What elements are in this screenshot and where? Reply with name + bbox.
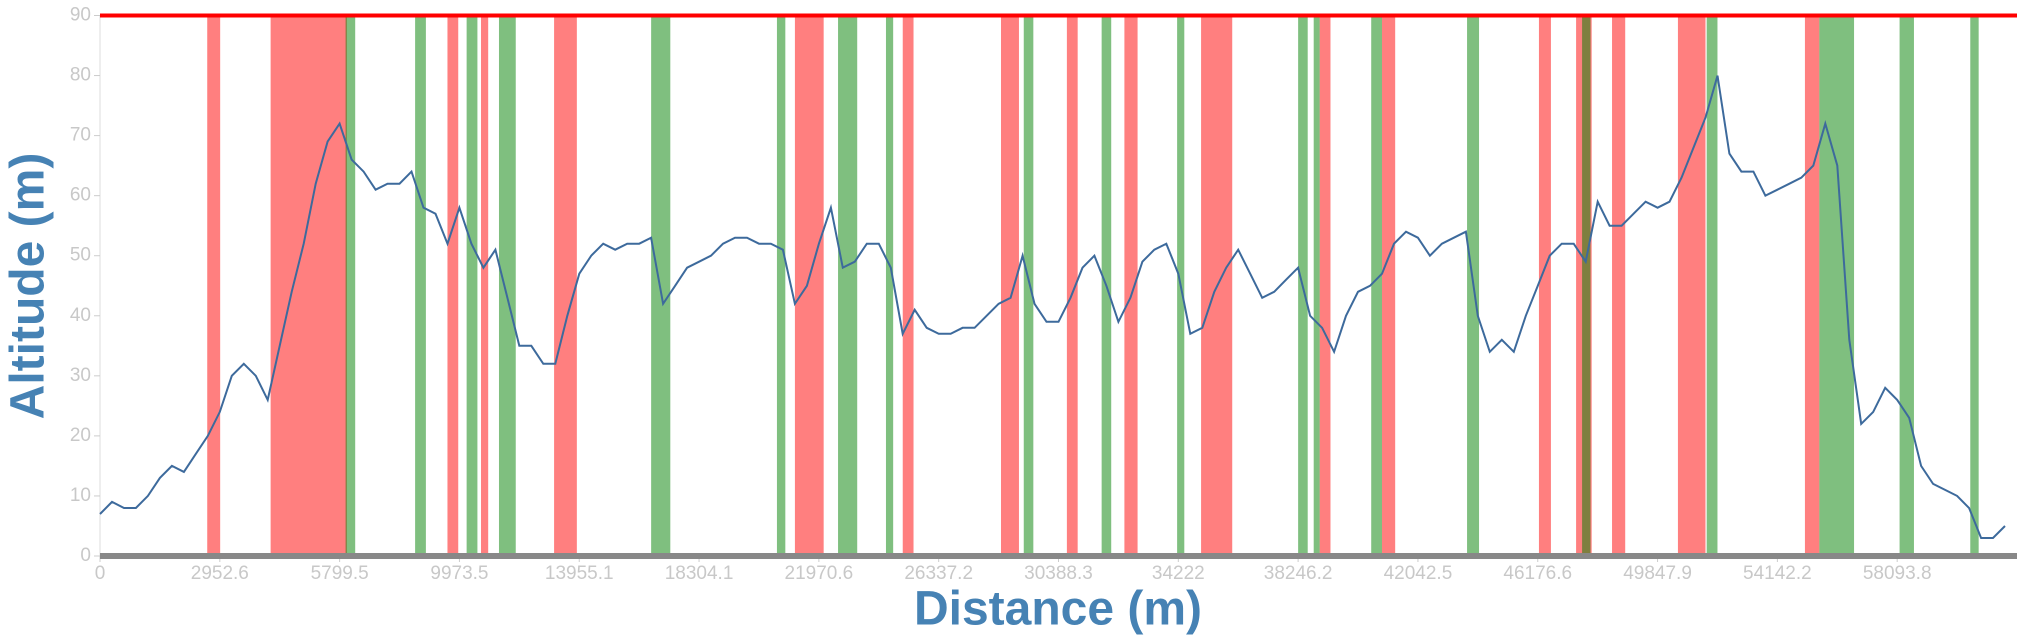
y-tick-label: 70 xyxy=(70,125,91,146)
band xyxy=(885,15,894,556)
x-tick-label: 54142.2 xyxy=(1743,563,1812,584)
x-tick-label: 42042.5 xyxy=(1384,563,1453,584)
band xyxy=(794,15,824,556)
y-tick-label: 80 xyxy=(70,65,91,86)
band xyxy=(345,15,356,556)
x-tick-label: 18304.1 xyxy=(665,563,734,584)
band xyxy=(466,15,478,556)
x-tick-label: 49847.9 xyxy=(1623,563,1692,584)
x-tick-label: 13955.1 xyxy=(545,563,614,584)
x-tick-label: 2952.6 xyxy=(191,563,249,584)
x-tick-label: 21970.6 xyxy=(785,563,854,584)
x-tick-label: 46176.6 xyxy=(1503,563,1572,584)
x-tick-label: 26337.2 xyxy=(904,563,973,584)
band xyxy=(776,15,786,556)
band xyxy=(1677,15,1706,556)
band xyxy=(1819,15,1855,556)
y-tick-label: 50 xyxy=(70,245,91,266)
band xyxy=(1000,15,1019,556)
band xyxy=(415,15,426,556)
y-tick-label: 20 xyxy=(70,425,91,446)
band xyxy=(1804,15,1820,556)
band xyxy=(838,15,858,556)
band xyxy=(1970,15,1979,556)
x-tick-label: 9973.5 xyxy=(430,563,488,584)
band xyxy=(1023,15,1034,556)
band xyxy=(1582,15,1591,556)
x-tick-label: 38246.2 xyxy=(1264,563,1333,584)
band xyxy=(1381,15,1396,556)
band xyxy=(1612,15,1626,556)
y-tick-label: 90 xyxy=(70,5,91,26)
y-axis-title: Altitude (m) xyxy=(2,153,55,420)
band xyxy=(1313,15,1320,556)
x-tick-label: 0 xyxy=(95,563,106,584)
x-tick-label: 30388.3 xyxy=(1024,563,1093,584)
y-tick-label: 30 xyxy=(70,365,91,386)
band xyxy=(481,15,489,556)
band xyxy=(447,15,459,556)
band xyxy=(902,15,914,556)
x-tick-label: 58093.8 xyxy=(1863,563,1932,584)
band xyxy=(498,15,516,556)
y-tick-label: 40 xyxy=(70,305,91,326)
band xyxy=(270,15,347,556)
x-tick-label: 5799.5 xyxy=(311,563,369,584)
altitude-line xyxy=(99,75,2006,539)
band xyxy=(1066,15,1078,556)
band xyxy=(1371,15,1382,556)
band xyxy=(1124,15,1138,556)
band xyxy=(207,15,221,556)
band xyxy=(554,15,577,556)
x-tick-label: 34222 xyxy=(1152,563,1205,584)
y-tick-label: 10 xyxy=(70,485,91,506)
band xyxy=(1538,15,1551,556)
band xyxy=(1319,15,1331,556)
y-tick-label: 0 xyxy=(80,545,91,566)
y-tick-label: 60 xyxy=(70,185,91,206)
x-axis-title: Distance (m) xyxy=(914,583,1202,636)
band xyxy=(1899,15,1914,556)
band xyxy=(1706,15,1718,556)
